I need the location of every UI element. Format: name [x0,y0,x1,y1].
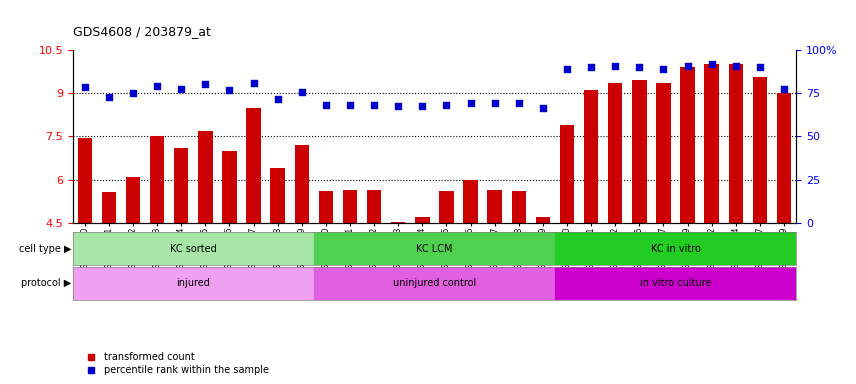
Bar [223,151,237,223]
Bar [463,180,478,223]
Text: KC in vitro: KC in vitro [651,243,700,254]
Bar [150,136,164,223]
Bar [314,232,555,265]
Bar [776,93,791,223]
Bar [608,83,622,223]
Text: protocol ▶: protocol ▶ [21,278,72,288]
Bar [342,190,357,223]
Bar [174,148,188,223]
Bar [367,190,382,223]
Point [126,90,140,96]
Bar [270,168,285,223]
Bar [102,192,116,223]
Bar [318,191,333,223]
Bar [728,65,743,223]
Bar [439,191,454,223]
Point [536,104,550,111]
Point [367,102,381,108]
Point [585,64,598,70]
Point [343,102,357,108]
Point [488,100,502,106]
Bar [632,80,646,223]
Point [609,63,622,69]
Text: injured: injured [176,278,211,288]
Point [247,80,260,86]
Text: cell type ▶: cell type ▶ [19,243,72,254]
Point [440,102,454,108]
Point [753,64,767,70]
Bar [555,232,796,265]
Point [102,94,116,101]
Point [464,100,478,106]
Bar [704,65,719,223]
Bar [681,67,695,223]
Text: GDS4608 / 203879_at: GDS4608 / 203879_at [73,25,211,38]
Bar [73,267,314,300]
Text: uninjured control: uninjured control [393,278,476,288]
Point [633,64,646,70]
Point [704,61,718,68]
Point [319,102,333,108]
Point [512,100,526,106]
Bar [415,217,430,223]
Bar [391,222,406,223]
Bar [560,125,574,223]
Bar [198,131,212,223]
Bar [584,90,598,223]
Point [151,83,164,89]
Point [199,81,212,88]
Point [223,87,236,93]
Point [777,86,791,92]
Point [175,86,188,92]
Bar [555,267,796,300]
Bar [73,232,314,265]
Point [295,89,309,95]
Point [78,84,92,91]
Bar [752,77,767,223]
Point [391,103,405,109]
Bar [78,138,92,223]
Point [657,66,670,72]
Point [415,103,429,109]
Bar [512,191,526,223]
Bar [536,217,550,223]
Bar [657,83,671,223]
Point [681,63,694,69]
Bar [314,267,555,300]
Bar [247,108,261,223]
Bar [126,177,140,223]
Text: in vitro culture: in vitro culture [639,278,711,288]
Bar [294,145,309,223]
Point [270,96,284,102]
Text: KC LCM: KC LCM [416,243,453,254]
Point [729,63,743,69]
Legend: transformed count, percentile rank within the sample: transformed count, percentile rank withi… [86,353,269,375]
Point [560,66,574,72]
Text: KC sorted: KC sorted [170,243,217,254]
Bar [487,190,502,223]
